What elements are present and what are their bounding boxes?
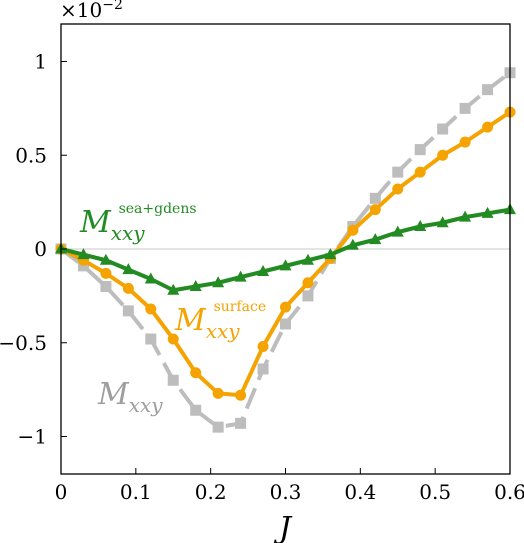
x-tick-label: 0.3 (270, 480, 302, 504)
data-point-surface (212, 387, 224, 399)
data-point-surface (280, 301, 291, 313)
ticks-layer: 0 0.1 0.2 0.3 0.4 0.5 0.6 1 0.5 0 −0.5 −1 (0, 50, 524, 505)
data-point-surface (459, 136, 471, 148)
data-point-total (392, 166, 404, 178)
data-point-surface (437, 149, 449, 161)
y-tick-label: 0 (34, 237, 47, 261)
data-point-sea_gdens (99, 253, 112, 265)
data-point-total (437, 123, 449, 135)
x-axis-label: J (273, 511, 293, 543)
data-point-sea_gdens (279, 259, 292, 271)
series-layer (55, 67, 516, 433)
data-point-sea_gdens (144, 272, 157, 284)
x-tick-label: 0.6 (494, 480, 524, 504)
x-tick-label: 0.1 (120, 480, 152, 504)
data-point-total (369, 192, 381, 204)
data-point-sea_gdens (436, 216, 449, 228)
y-tick-label: 1 (34, 50, 47, 74)
data-point-surface (122, 282, 134, 294)
data-point-surface (482, 121, 494, 133)
data-point-surface (302, 277, 314, 289)
data-point-surface (100, 267, 112, 279)
x-tick-label: 0.2 (195, 480, 227, 504)
data-point-sea_gdens (414, 220, 427, 231)
series-total (55, 67, 516, 433)
y-tick-label: 0.5 (15, 143, 47, 167)
data-point-sea_gdens (77, 248, 90, 260)
data-point-total (482, 84, 494, 96)
data-point-surface (369, 204, 381, 216)
data-point-sea_gdens (234, 270, 247, 282)
annotation-total: Mxxy (97, 377, 163, 417)
data-point-total (235, 417, 247, 429)
data-point-surface (392, 183, 404, 195)
data-point-surface (235, 389, 247, 401)
data-point-sea_gdens (257, 265, 270, 276)
series-sea_gdens (55, 203, 516, 295)
data-point-total (100, 281, 112, 292)
data-point-sea_gdens (212, 276, 225, 288)
data-point-total (122, 305, 134, 317)
x-tick-label: 0.5 (419, 480, 451, 504)
data-point-surface (347, 224, 359, 236)
y-multiplier: ×10−2 (60, 0, 123, 22)
data-point-sea_gdens (459, 210, 472, 222)
data-point-sea_gdens (391, 225, 404, 237)
data-point-total (414, 144, 426, 156)
data-point-total (145, 333, 157, 345)
data-point-surface (167, 333, 179, 345)
data-point-total (167, 374, 179, 386)
data-point-total (257, 363, 269, 375)
x-tick-label: 0.4 (344, 480, 376, 504)
data-point-total (302, 290, 314, 302)
y-tick-label: −0.5 (0, 331, 47, 355)
data-point-sea_gdens (346, 238, 359, 250)
data-point-surface (145, 303, 157, 315)
annotation-surface: Mxxysurface (174, 299, 266, 343)
data-point-sea_gdens (122, 263, 135, 275)
data-point-surface (190, 367, 202, 379)
data-point-sea_gdens (301, 253, 314, 265)
data-point-sea_gdens (167, 283, 180, 295)
data-point-surface (257, 341, 269, 352)
x-tick-label: 0 (55, 480, 68, 504)
data-point-sea_gdens (324, 248, 337, 260)
data-point-sea_gdens (481, 206, 494, 218)
annotation-sea-gdens: Mxxysea+gdens (79, 201, 197, 245)
data-point-surface (414, 166, 426, 178)
data-point-sea_gdens (189, 280, 202, 291)
data-point-total (212, 421, 224, 433)
data-point-total (280, 318, 291, 330)
data-point-total (190, 404, 202, 416)
data-point-total (459, 102, 471, 114)
data-point-total (77, 260, 89, 272)
data-point-sea_gdens (369, 233, 382, 245)
y-tick-label: −1 (18, 425, 47, 449)
